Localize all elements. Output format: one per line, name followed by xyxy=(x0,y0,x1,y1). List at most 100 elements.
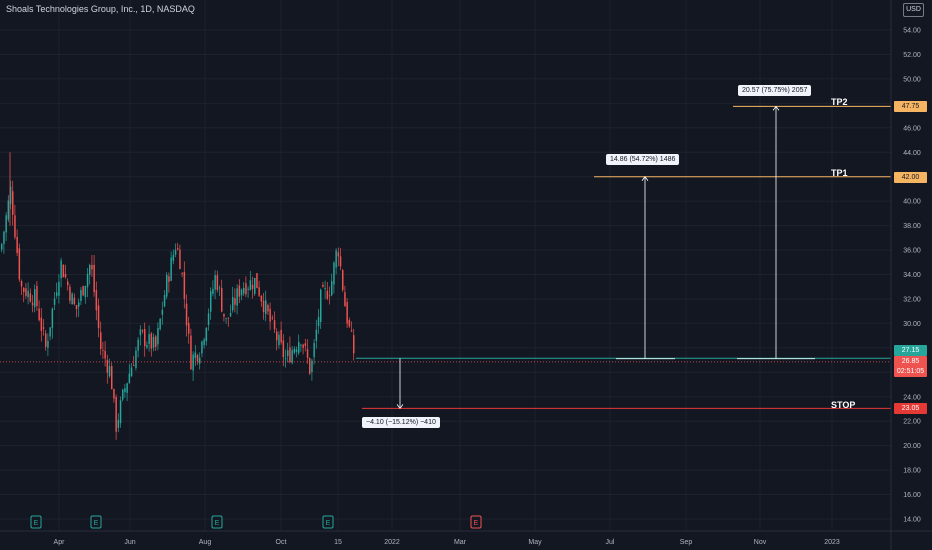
candle-body xyxy=(295,349,298,353)
price-tick-label: 34.00 xyxy=(903,272,921,279)
candle-body xyxy=(29,293,32,302)
candle-body xyxy=(337,252,340,257)
candle-body xyxy=(229,313,232,317)
candle-body xyxy=(309,358,311,374)
countdown-tag: 02:51:05 xyxy=(894,366,927,377)
time-tick-label: Jun xyxy=(124,539,135,546)
candle-body xyxy=(205,328,208,342)
candle-body xyxy=(218,287,221,289)
tp1-label: TP1 xyxy=(831,168,848,178)
candle-body xyxy=(322,284,324,287)
candle-body xyxy=(251,284,254,290)
candle-body xyxy=(265,300,267,314)
candle-body xyxy=(214,275,216,290)
candle-body xyxy=(157,328,159,345)
candle-body xyxy=(234,298,236,305)
candle-body xyxy=(115,396,117,432)
candle-body xyxy=(238,285,241,297)
currency-badge[interactable]: USD xyxy=(903,3,924,17)
candle-body xyxy=(14,215,16,238)
candle-body xyxy=(210,291,212,312)
candle-body xyxy=(36,285,38,307)
candle-body xyxy=(60,260,62,279)
earnings-letter: E xyxy=(474,520,479,527)
earnings-icon xyxy=(30,515,42,529)
tp2-measure-label: 20.57 (75.75%) 2057 xyxy=(738,85,812,96)
candle-body xyxy=(300,344,302,346)
candle-body xyxy=(53,298,56,305)
candle-body xyxy=(122,389,124,400)
candle-body xyxy=(31,302,34,306)
candle-body xyxy=(168,276,170,282)
tp1-arrow-head xyxy=(641,176,649,181)
candle-body xyxy=(212,288,214,294)
price-tick-label: 38.00 xyxy=(903,223,921,230)
earnings-icon xyxy=(90,515,102,529)
candle-body xyxy=(51,308,54,328)
candle-body xyxy=(148,334,150,344)
candle-body xyxy=(232,297,234,311)
candle-body xyxy=(243,287,245,294)
stop-price-tag: 23.05 xyxy=(894,403,927,414)
candle-body xyxy=(1,244,3,250)
candle-body xyxy=(344,292,346,307)
candle-body xyxy=(267,305,269,312)
time-tick-label: Aug xyxy=(199,539,212,546)
stop-arrow-head xyxy=(396,404,404,410)
time-tick-label: Apr xyxy=(54,539,66,546)
tp1-measure-label: 14.86 (54.72%) 1486 xyxy=(606,154,680,165)
candle-body xyxy=(42,327,45,329)
candle-body xyxy=(188,323,190,334)
price-tick-label: 20.00 xyxy=(903,443,921,450)
candle-body xyxy=(91,264,93,270)
candle-body xyxy=(130,367,133,377)
price-tick-label: 24.00 xyxy=(903,394,921,401)
price-tick-label: 52.00 xyxy=(903,52,921,59)
candle-body xyxy=(236,288,238,306)
candle-body xyxy=(278,334,280,346)
candle-body xyxy=(293,348,296,353)
candle-body xyxy=(196,355,199,362)
drawings-group xyxy=(0,105,891,410)
candle-body xyxy=(348,319,351,327)
candle-body xyxy=(141,330,144,332)
earnings-icon xyxy=(211,515,223,529)
candle-body xyxy=(27,290,29,298)
candle-body xyxy=(82,286,84,296)
price-tick-label: 46.00 xyxy=(903,125,921,132)
candle-body xyxy=(38,308,40,321)
candle-body xyxy=(331,281,333,296)
tp2-price-tag: 47.75 xyxy=(894,101,927,112)
candle-body xyxy=(207,313,210,325)
candle-body xyxy=(67,281,69,286)
time-tick-label: Nov xyxy=(754,539,767,546)
candle-body xyxy=(174,249,177,255)
price-tick-label: 22.00 xyxy=(903,419,921,426)
price-tick-label: 32.00 xyxy=(903,296,921,303)
candle-body xyxy=(192,354,194,371)
candle-body xyxy=(201,341,203,354)
candle-body xyxy=(49,327,51,337)
candle-body xyxy=(221,288,223,312)
candle-body xyxy=(5,215,7,233)
candle-body xyxy=(62,264,65,278)
candle-body xyxy=(311,360,313,373)
candle-body xyxy=(271,317,274,319)
candle-body xyxy=(86,273,89,288)
candle-body xyxy=(97,305,100,329)
candle-body xyxy=(256,273,258,289)
candle-body xyxy=(20,281,23,287)
candle-body xyxy=(111,365,113,390)
candle-body xyxy=(100,332,102,350)
candle-body xyxy=(328,295,331,297)
candle-body xyxy=(80,289,82,301)
candle-body xyxy=(23,287,25,293)
time-tick-label: 2023 xyxy=(824,539,840,546)
earnings-icon xyxy=(322,515,334,529)
candle-body xyxy=(320,289,322,322)
time-tick-label: Mar xyxy=(454,539,467,546)
earnings-letter: E xyxy=(215,520,220,527)
candle-body xyxy=(223,313,225,317)
